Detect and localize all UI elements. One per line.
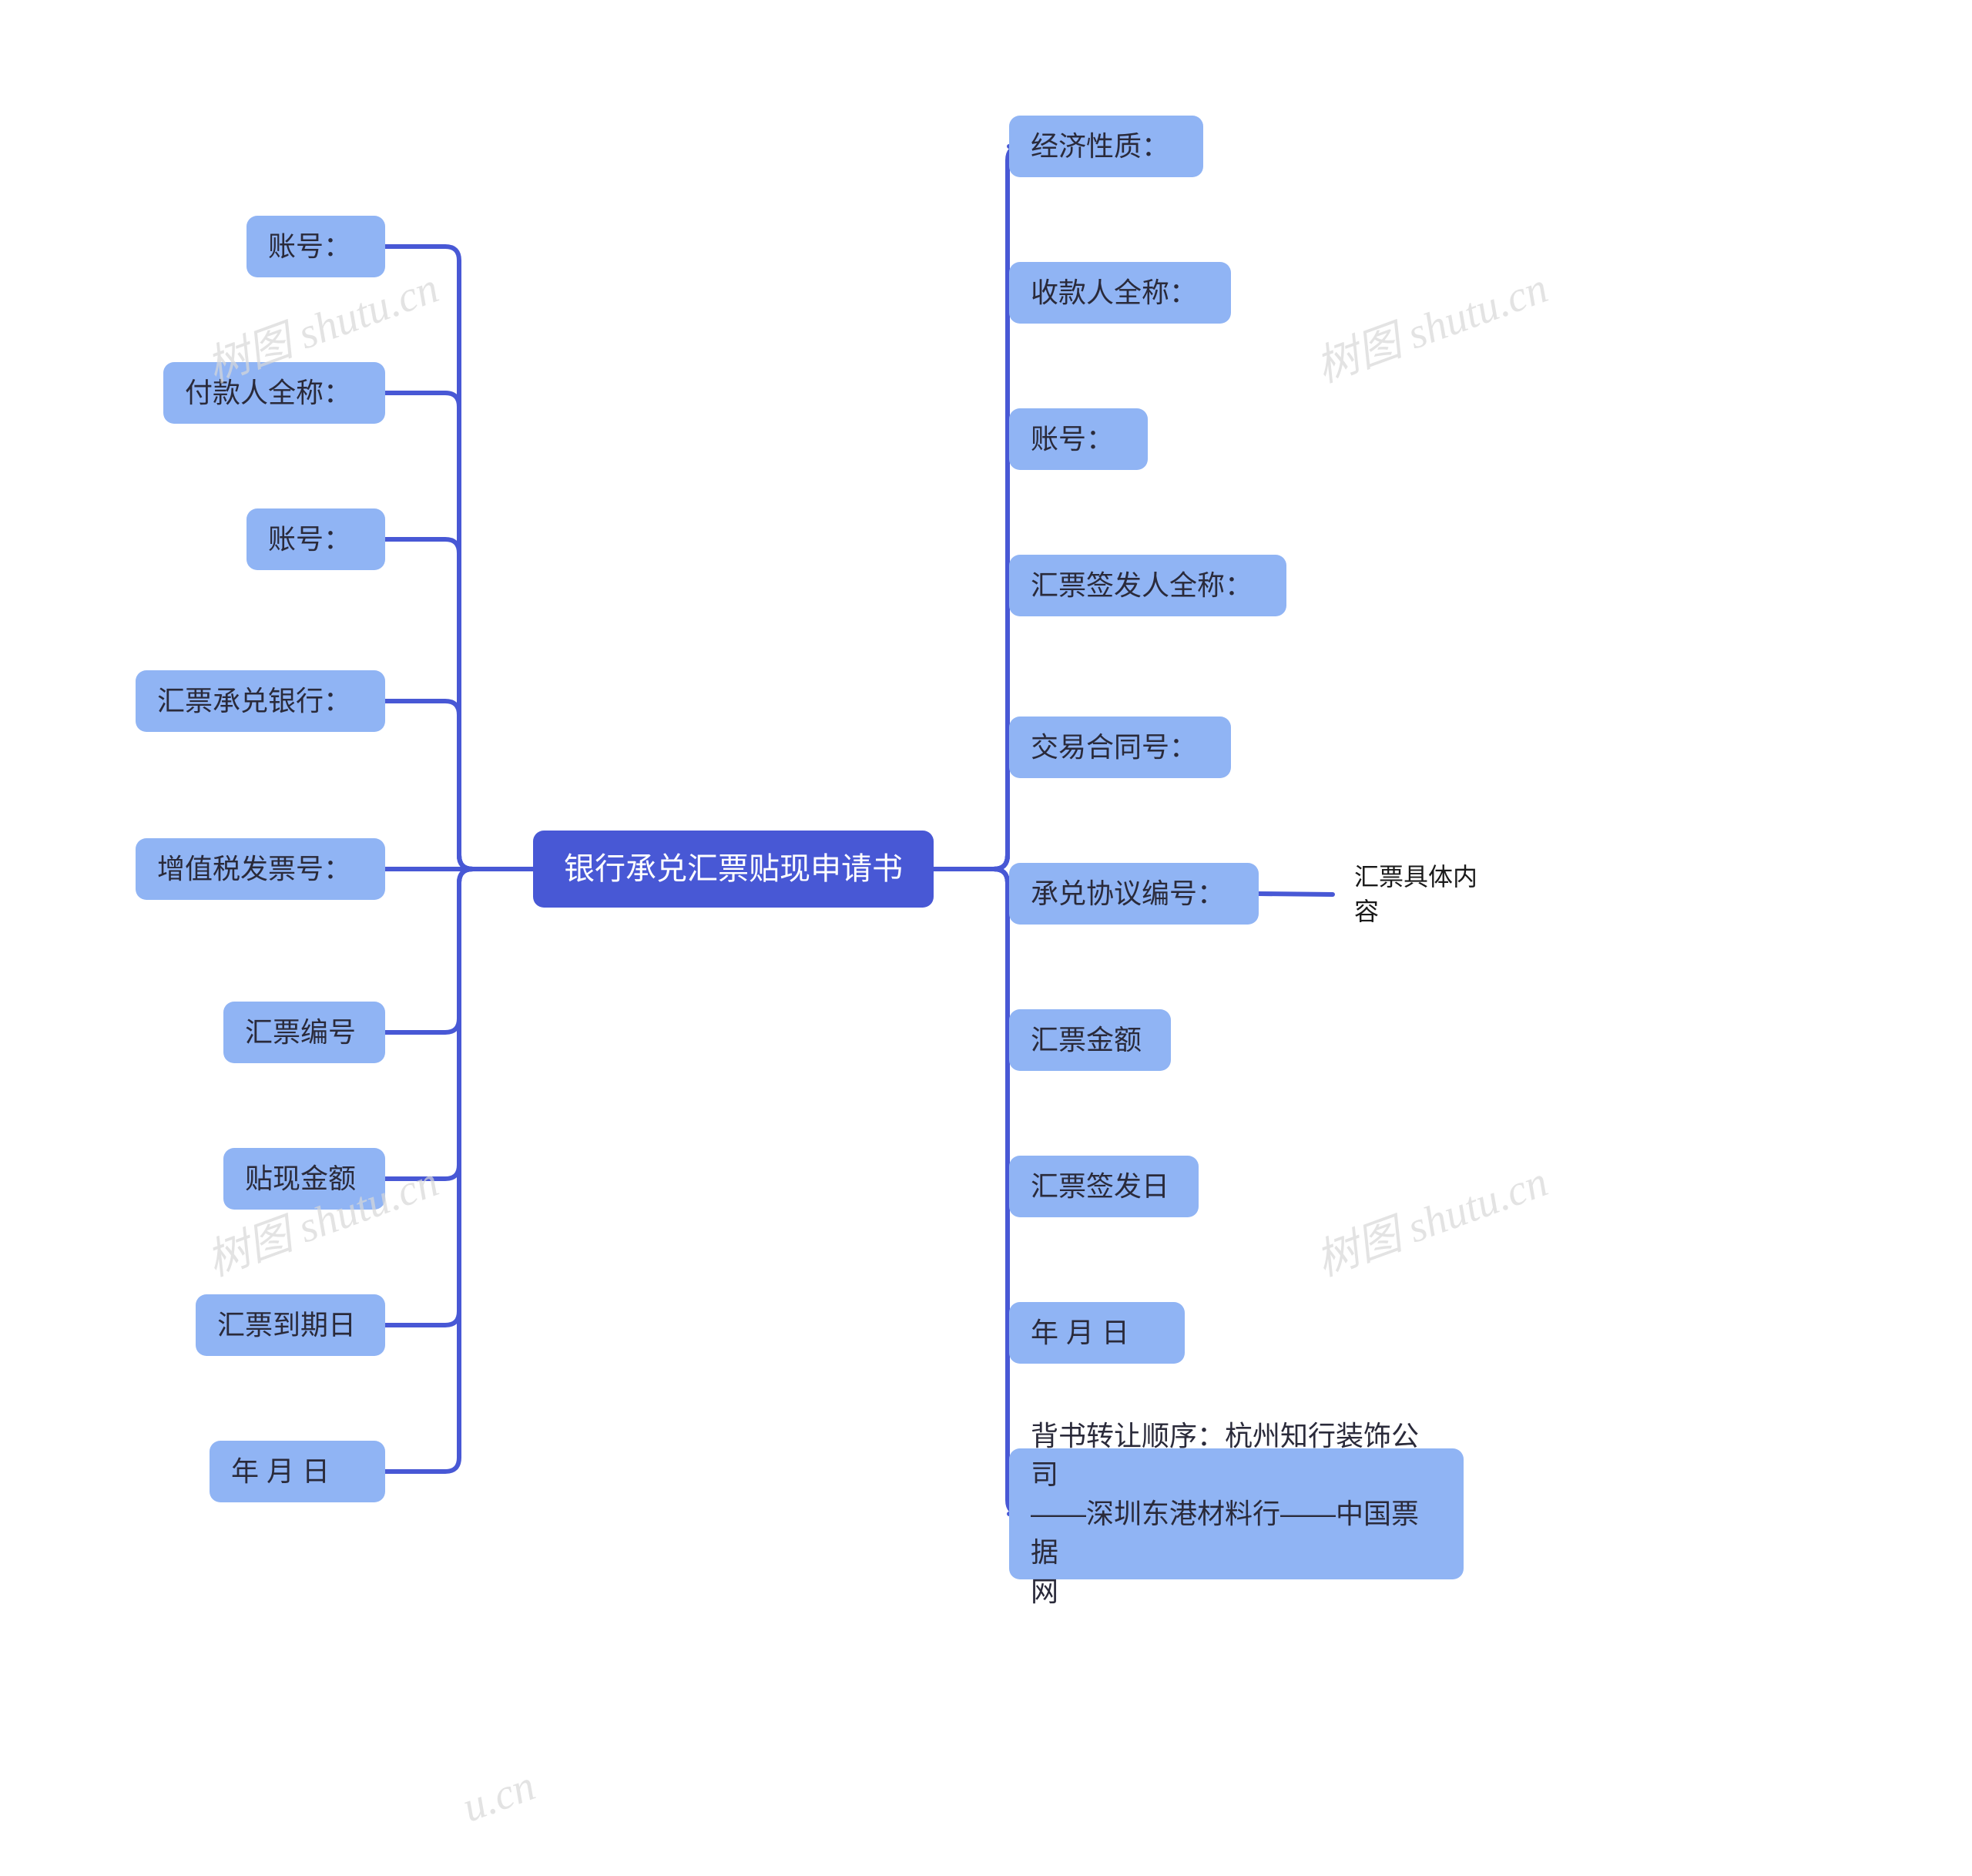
watermark: 树图 shutu.cn <box>1306 1147 1555 1289</box>
left-branch-1: 账号： <box>246 216 385 277</box>
root-node: 银行承兑汇票贴现申请书 <box>533 831 934 908</box>
watermark: u.cn <box>456 1761 542 1833</box>
right-branch-9: 年 月 日 <box>1009 1302 1185 1364</box>
left-branch-6: 汇票编号 <box>223 1002 385 1063</box>
left-branch-5: 增值税发票号： <box>136 838 385 900</box>
left-branch-8: 汇票到期日 <box>196 1294 385 1356</box>
right-branch-10: 背书转让顺序：杭州知行装饰公司 ——深圳东港材料行——中国票据 网 <box>1009 1448 1464 1579</box>
right-branch-2: 收款人全称： <box>1009 262 1231 324</box>
edge-layer <box>0 0 1972 1876</box>
mindmap-canvas: 银行承兑汇票贴现申请书 账号： 付款人全称： 账号： 汇票承兑银行： 增值税发票号： 汇票编… <box>0 0 1972 1876</box>
right-branch-5: 交易合同号： <box>1009 717 1231 778</box>
left-branch-3: 账号： <box>246 508 385 570</box>
left-branch-7: 贴现金额 <box>223 1148 385 1210</box>
right-branch-4: 汇票签发人全称： <box>1009 555 1286 616</box>
left-branch-4: 汇票承兑银行： <box>136 670 385 732</box>
watermark: 树图 shutu.cn <box>1306 253 1555 395</box>
right-branch-1: 经济性质： <box>1009 116 1203 177</box>
right-branch-3: 账号： <box>1009 408 1148 470</box>
left-branch-2: 付款人全称： <box>163 362 385 424</box>
right-branch-6: 承兑协议编号： <box>1009 863 1259 925</box>
left-branch-9: 年 月 日 <box>210 1441 385 1502</box>
right-branch-7: 汇票金额 <box>1009 1009 1171 1071</box>
right-branch-6-child-1: 汇票具体内容 <box>1333 875 1510 914</box>
right-branch-8: 汇票签发日 <box>1009 1156 1199 1217</box>
